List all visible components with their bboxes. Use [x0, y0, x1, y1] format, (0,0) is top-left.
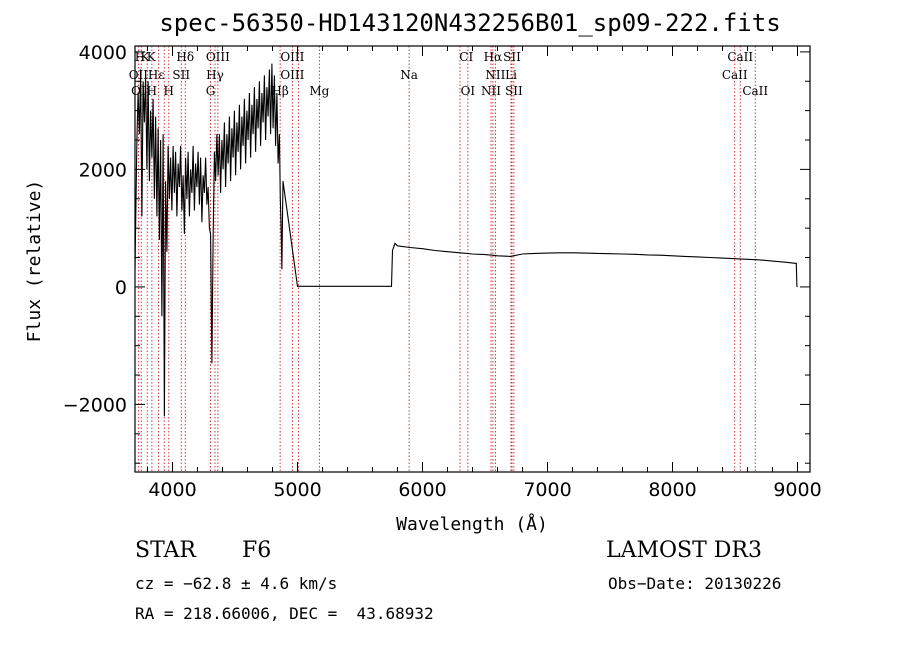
coordinates-readout: RA = 218.66006, DEC = 43.68932	[135, 604, 434, 623]
object-class: STAR	[135, 538, 196, 563]
emission-line-label: OII	[129, 68, 149, 82]
redshift-readout: cz = −62.8 ± 4.6 km/s	[135, 574, 338, 593]
x-tick-label: 5000	[273, 479, 321, 501]
x-tick-label: 6000	[398, 479, 446, 501]
emission-line-label: G	[206, 84, 216, 98]
object-subclass: F6	[242, 538, 272, 563]
x-tick-label: 7000	[523, 479, 571, 501]
emission-line-label: Hα	[484, 50, 503, 64]
chart-title: spec-56350-HD143120N432256B01_sp09-222.f…	[159, 9, 780, 37]
emission-line-label: Hβ	[271, 84, 288, 98]
emission-line-label: H	[147, 84, 157, 98]
x-axis-ticks: 4000 5000 6000 7000 8000 9000	[147, 46, 822, 501]
emission-line-label: H	[135, 50, 145, 64]
spectrum-line	[134, 63, 798, 417]
emission-line-label: K	[141, 50, 151, 64]
x-tick-label: 4000	[148, 479, 196, 501]
emission-line-label: Hε	[148, 68, 165, 82]
emission-line-markers	[137, 46, 756, 472]
emission-line-label: CI	[459, 50, 473, 64]
emission-line-label: OIII	[280, 68, 304, 82]
emission-line-label: Li	[505, 68, 517, 82]
emission-line-label: SII	[503, 50, 521, 64]
plot-frame	[134, 45, 811, 473]
emission-line-label: Mg	[309, 84, 329, 98]
emission-line-label: SII	[505, 84, 523, 98]
survey-name: LAMOST DR3	[606, 538, 762, 563]
y-tick-label: 4000	[79, 42, 127, 64]
y-tick-label: 2000	[79, 159, 127, 181]
emission-line-label: OIII	[280, 50, 304, 64]
x-tick-label: 9000	[773, 479, 821, 501]
emission-line-label: CaII	[722, 68, 748, 82]
emission-line-label: CaII	[742, 84, 768, 98]
y-tick-label: 0	[115, 277, 127, 299]
emission-line-label: K	[147, 50, 157, 64]
x-tick-label: 8000	[648, 479, 696, 501]
emission-line-label: H	[164, 84, 174, 98]
x-axis-label: Wavelength (Å)	[396, 513, 548, 535]
y-axis-ticks: −2000 0 2000 4000	[63, 42, 810, 464]
y-tick-label: −2000	[63, 394, 127, 416]
emission-line-label: Na	[400, 68, 418, 82]
y-axis-label: Flux (relative)	[24, 180, 45, 343]
emission-line-label: CaII	[727, 50, 753, 64]
emission-line-label: NII	[481, 84, 501, 98]
emission-line-label: OIII	[206, 50, 230, 64]
emission-line-label: SII	[172, 68, 190, 82]
emission-line-label: NII	[485, 68, 505, 82]
observation-date: Obs−Date: 20130226	[608, 574, 782, 593]
emission-line-label: OI	[461, 84, 476, 98]
emission-line-label: Hγ	[206, 68, 224, 82]
emission-line-label: Hδ	[176, 50, 194, 64]
